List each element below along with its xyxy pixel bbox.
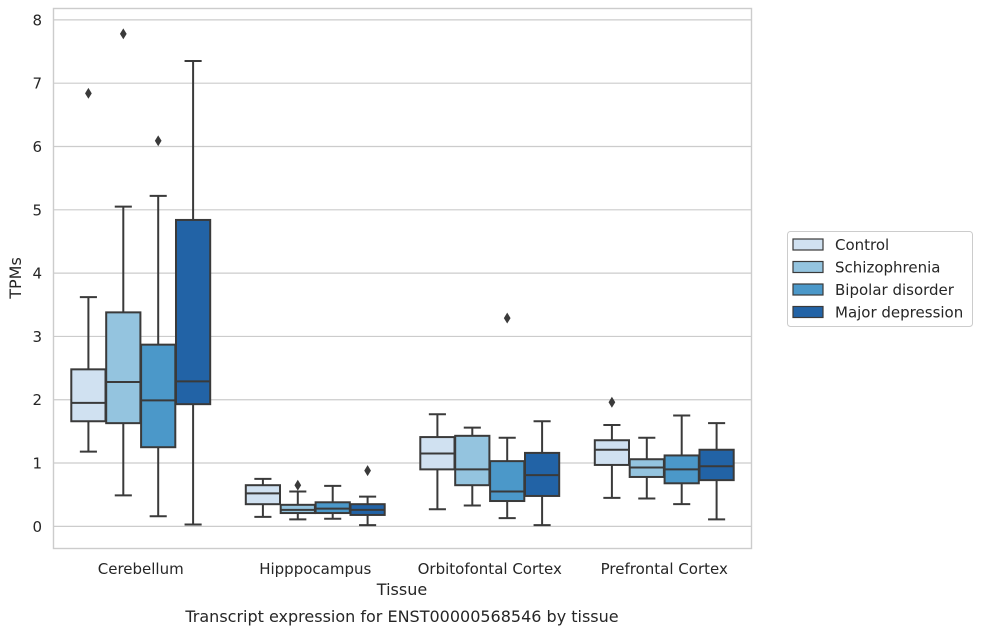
y-tick-label: 2 xyxy=(32,391,42,409)
outlier-point xyxy=(294,479,302,491)
y-tick-label: 8 xyxy=(32,11,42,29)
legend-label: Schizophrenia xyxy=(835,259,940,277)
y-axis-label: TPMs xyxy=(6,257,25,300)
legend-label: Major depression xyxy=(835,304,963,322)
legend-swatch xyxy=(792,283,824,296)
box-body xyxy=(244,484,282,506)
box-0-3 xyxy=(593,396,631,499)
box-3-1 xyxy=(349,465,386,527)
box-body xyxy=(489,460,526,503)
outlier-point xyxy=(608,396,616,408)
legend-swatch xyxy=(792,238,824,251)
box-body xyxy=(593,439,631,466)
outlier-point xyxy=(364,465,371,477)
legend: Control Schizophrenia Bipolar disorder Majo… xyxy=(787,231,973,327)
box-1-1 xyxy=(279,479,316,521)
y-tick-label: 5 xyxy=(32,201,42,219)
box-body xyxy=(140,343,177,449)
box-body xyxy=(174,218,212,406)
box-3-2 xyxy=(523,420,561,527)
box-2-0 xyxy=(140,135,177,518)
chart-caption: Transcript expression for ENST0000056854… xyxy=(184,607,618,626)
outlier-point xyxy=(503,312,511,324)
y-tick-label: 3 xyxy=(32,328,42,346)
x-axis-label: Tissue xyxy=(376,580,427,599)
y-tick-label: 7 xyxy=(32,75,42,93)
y-tick-label: 6 xyxy=(32,138,42,156)
x-tick-label: Prefrontal Cortex xyxy=(601,560,728,578)
box-2-3 xyxy=(663,414,700,506)
outlier-point xyxy=(154,135,162,147)
box-body xyxy=(105,311,142,425)
box-2-2 xyxy=(489,312,526,520)
x-tick-label: Orbitofontal Cortex xyxy=(418,560,562,578)
box-body xyxy=(454,434,491,487)
box-body xyxy=(70,368,107,423)
box-body xyxy=(698,448,735,482)
y-tick-label: 0 xyxy=(32,518,42,536)
legend-label: Bipolar disorder xyxy=(835,281,955,299)
box-marks xyxy=(70,28,735,527)
legend-label: Control xyxy=(835,236,889,254)
x-tick-labels: Cerebellum Hipppocampus Orbitofontal Corte… xyxy=(98,560,728,578)
outlier-point xyxy=(85,87,92,99)
y-tick-label: 4 xyxy=(32,265,42,283)
x-tick-label: Cerebellum xyxy=(98,560,184,578)
y-tick-labels: 0 1 2 3 4 5 6 7 8 xyxy=(32,11,42,535)
legend-frame xyxy=(787,231,973,327)
gridlines xyxy=(53,19,752,527)
y-tick-label: 1 xyxy=(32,455,42,473)
box-0-0 xyxy=(70,87,107,453)
box-3-3 xyxy=(698,422,735,521)
outlier-point xyxy=(119,28,127,40)
box-0-1 xyxy=(244,477,282,518)
box-3-0 xyxy=(174,60,212,526)
legend-swatch xyxy=(792,260,824,274)
legend-swatch xyxy=(792,305,824,319)
box-0-2 xyxy=(419,413,456,511)
x-tick-label: Hipppocampus xyxy=(259,560,371,578)
